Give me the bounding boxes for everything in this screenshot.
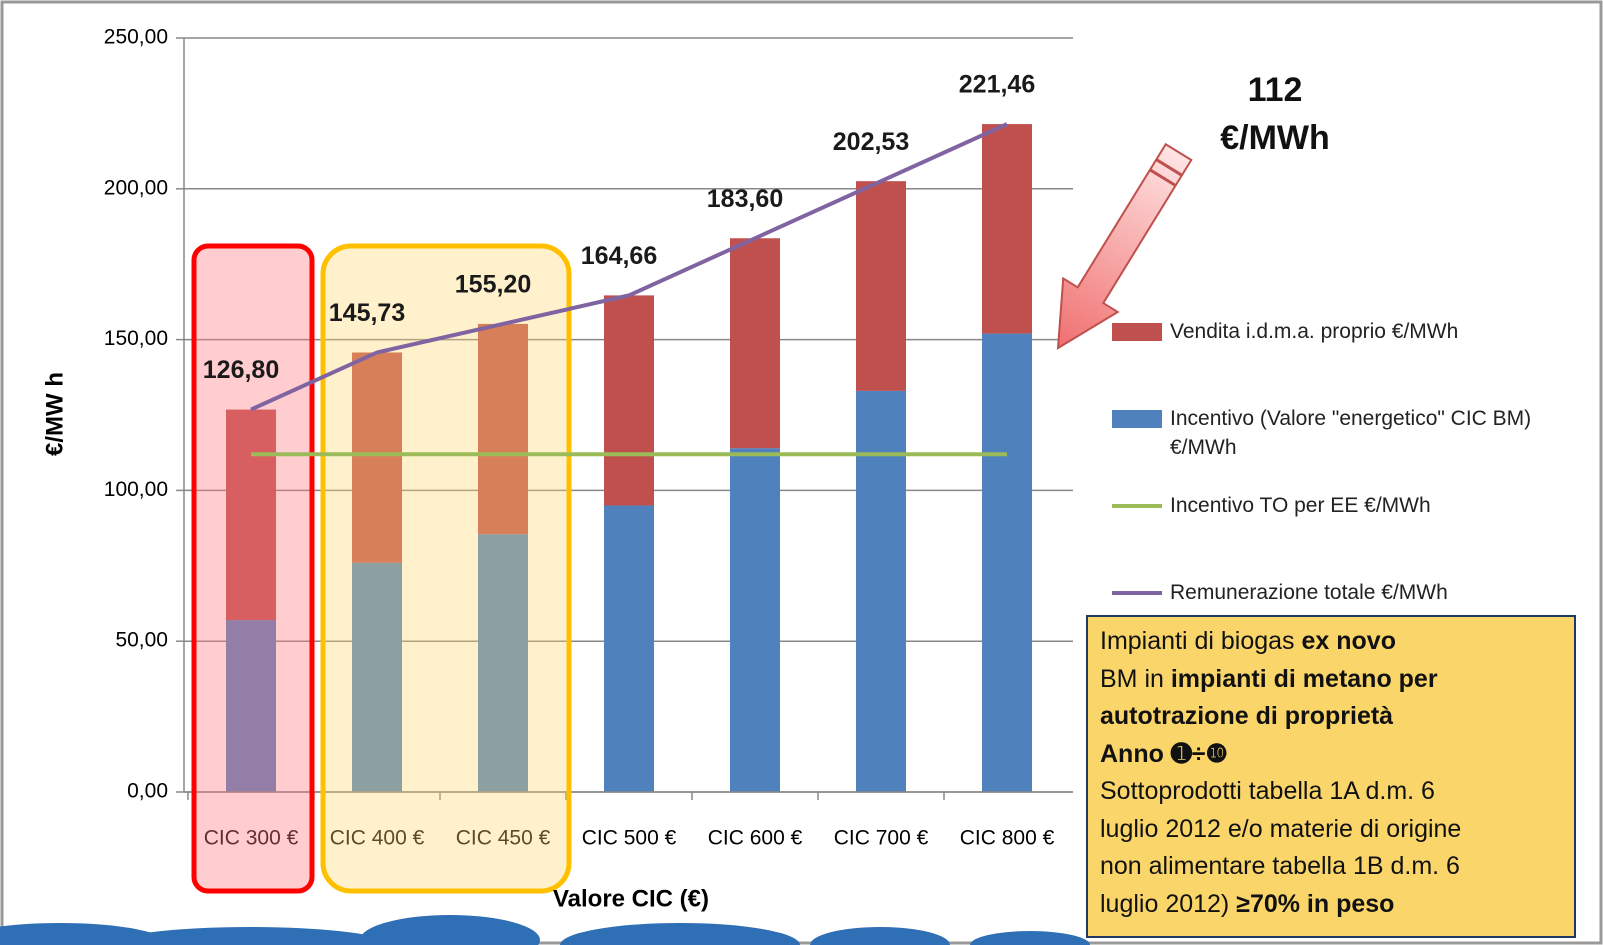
y-tick-label: 200,00 [104, 176, 168, 199]
y-tick-label: 150,00 [104, 327, 168, 350]
x-tick-label: CIC 400 € [330, 827, 425, 850]
x-axis-title: Valore CIC (€) [553, 885, 709, 912]
highlight-yellow [320, 243, 572, 894]
note-line: Impianti di biogas ex novo [1100, 623, 1562, 661]
bar-segment [730, 238, 780, 449]
legend-swatch [1112, 410, 1162, 428]
note-line: luglio 2012) ≥70% in peso [1100, 886, 1562, 924]
note-line: Anno ➊÷❿ [1100, 736, 1562, 774]
x-tick-label: CIC 700 € [834, 827, 929, 850]
note-line: autotrazione di proprietà [1100, 698, 1562, 736]
annotation: 112 €/MWh [1220, 71, 1330, 157]
bar-segment [478, 534, 528, 792]
note-text: non alimentare tabella 1B d.m. 6 [1100, 852, 1460, 880]
data-label: 202,53 [833, 128, 909, 156]
x-tick-label: CIC 800 € [960, 827, 1055, 850]
note-text: Sottoprodotti tabella 1A d.m. 6 [1100, 777, 1435, 805]
note-text: luglio 2012 e/o materie di origine [1100, 814, 1462, 843]
note-text: autotrazione di proprietà [1100, 702, 1394, 730]
note-text: impianti di metano per [1170, 664, 1438, 693]
note-line: Sottoprodotti tabella 1A d.m. 6 [1100, 773, 1562, 811]
x-tick-label: CIC 300 € [204, 827, 299, 850]
bar-segment [226, 620, 276, 792]
bar-segment [856, 181, 906, 391]
note-text: Anno ➊÷❿ [1100, 739, 1228, 768]
x-tick-label: CIC 600 € [708, 827, 803, 850]
bar-segment [856, 390, 906, 792]
data-label: 145,73 [329, 299, 405, 327]
note-text: Impianti di biogas [1100, 627, 1302, 655]
y-tick-label: 100,00 [104, 478, 168, 501]
x-tick-label: CIC 450 € [456, 827, 551, 850]
bar-segment [352, 352, 402, 563]
bar-segment [478, 323, 528, 535]
data-label: 155,20 [455, 271, 531, 299]
bar-segment [352, 562, 402, 792]
y-axis-title: €/MW h [41, 372, 68, 456]
legend-label: Remunerazione totale €/MWh [1170, 581, 1448, 604]
note-text: ex novo [1301, 627, 1396, 655]
line [250, 122, 1008, 412]
note-line: luglio 2012 e/o materie di origine [1100, 811, 1562, 849]
data-label: 221,46 [959, 71, 1035, 99]
bar-segment [982, 333, 1032, 792]
highlights [191, 243, 572, 894]
data-label: 164,66 [581, 242, 657, 270]
data-label: 183,60 [707, 185, 783, 213]
bar-segment [982, 124, 1032, 334]
data-label: 126,80 [203, 356, 279, 384]
note-line: non alimentare tabella 1B d.m. 6 [1100, 848, 1562, 886]
legend-label: Incentivo TO per EE €/MWh [1170, 494, 1431, 517]
legend-label: Vendita i.d.m.a. proprio €/MWh [1170, 320, 1459, 343]
note-box: Impianti di biogas ex novo BM in impianti… [1086, 615, 1576, 938]
highlight-red [191, 243, 315, 894]
bar-segment [226, 409, 276, 621]
landscape [0, 915, 1090, 945]
bar-segment [604, 295, 654, 506]
note-text: luglio 2012) [1100, 889, 1237, 918]
y-tick-label: 0,00 [127, 780, 168, 803]
note-line: BM in impianti di metano per [1100, 661, 1562, 699]
legend-swatch [1112, 323, 1162, 341]
arrow [1056, 142, 1193, 350]
legend-label: Incentivo (Valore "energetico" CIC BM) €… [1170, 407, 1532, 459]
note-text: ≥70% in peso [1236, 889, 1395, 918]
note-text: BM in [1100, 664, 1171, 693]
y-tick-label: 50,00 [115, 629, 168, 652]
y-tick-label: 250,00 [104, 26, 168, 49]
bar-segment [604, 505, 654, 792]
bar-segment [730, 448, 780, 792]
x-tick-label: CIC 500 € [582, 827, 677, 850]
